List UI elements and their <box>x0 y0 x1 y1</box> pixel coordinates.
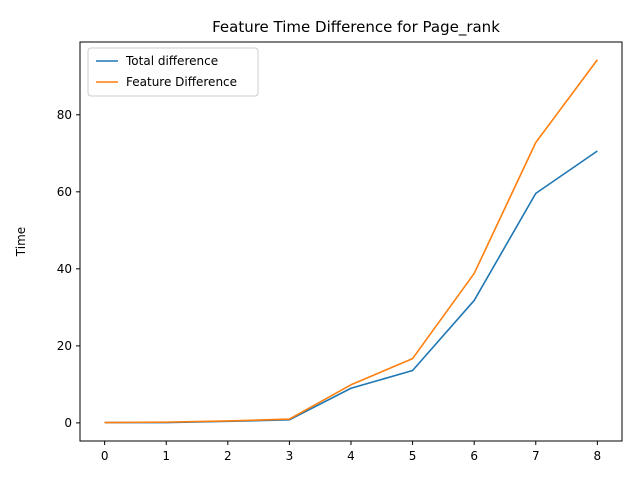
series-line-2 <box>104 59 599 424</box>
x-tick-label: 1 <box>162 449 170 463</box>
x-tick-label: 0 <box>101 449 109 463</box>
x-tick-label: 7 <box>532 449 540 463</box>
plot-area-frame <box>79 41 623 442</box>
legend-box <box>87 47 259 97</box>
series-lines <box>104 59 599 424</box>
legend-label: Total difference <box>125 54 218 68</box>
x-tick-label: 5 <box>409 449 417 463</box>
x-tick-label: 8 <box>594 449 602 463</box>
y-tick-label: 80 <box>57 108 72 122</box>
x-tick-label: 4 <box>347 449 355 463</box>
x-tick-label: 6 <box>470 449 478 463</box>
legend: Total difference Feature Difference <box>87 47 259 97</box>
y-axis: 0 20 40 60 80 <box>57 108 80 430</box>
y-tick-label: 0 <box>64 416 72 430</box>
y-tick-label: 60 <box>57 185 72 199</box>
x-axis: 0 1 2 3 4 5 6 7 8 <box>101 441 601 463</box>
x-tick-label: 3 <box>286 449 294 463</box>
y-axis-label: Time <box>14 227 28 257</box>
legend-label: Feature Difference <box>126 75 237 89</box>
chart-title: Feature Time Difference for Page_rank <box>212 18 500 37</box>
y-tick-label: 20 <box>57 339 72 353</box>
x-tick-label: 2 <box>224 449 232 463</box>
y-tick-label: 40 <box>57 262 72 276</box>
